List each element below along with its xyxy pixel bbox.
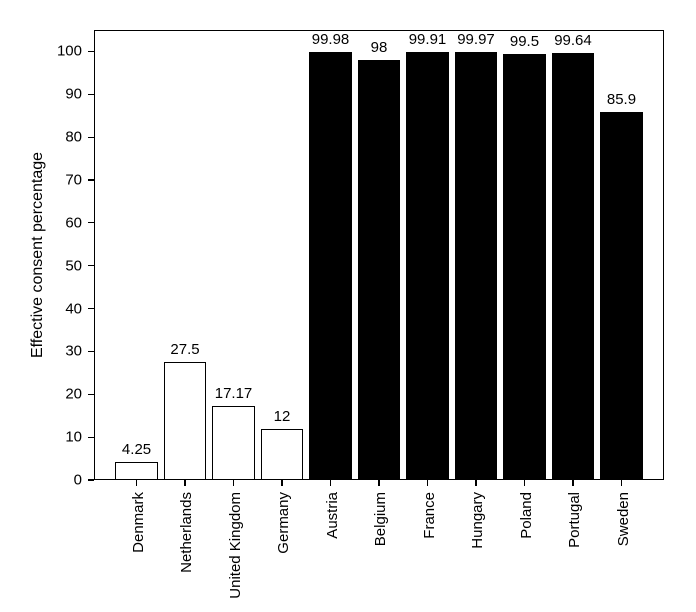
- x-category-label: Poland: [518, 492, 535, 539]
- bar-value-label: 99.98: [312, 31, 350, 48]
- x-tick: [572, 480, 573, 486]
- bar-value-label: 99.64: [554, 32, 592, 49]
- bar-value-label: 17.17: [215, 385, 253, 402]
- y-tick-label: 30: [0, 343, 82, 360]
- bar: [261, 429, 304, 480]
- x-category-label: Netherlands: [178, 492, 195, 573]
- bar: [552, 53, 595, 480]
- y-tick-label: 50: [0, 257, 82, 274]
- bar-value-label: 99.91: [409, 31, 447, 48]
- bar-value-label: 98: [371, 39, 388, 56]
- y-tick: [88, 437, 94, 438]
- bar: [455, 52, 498, 480]
- y-tick-label: 90: [0, 86, 82, 103]
- x-tick: [281, 480, 282, 486]
- y-tick: [88, 94, 94, 95]
- x-tick: [475, 480, 476, 486]
- x-tick: [136, 480, 137, 486]
- figure: Effective consent percentage 01020304050…: [0, 0, 696, 612]
- y-tick-label: 20: [0, 386, 82, 403]
- y-tick-label: 100: [0, 43, 82, 60]
- y-tick: [88, 351, 94, 352]
- y-tick: [88, 265, 94, 266]
- y-tick-label: 60: [0, 214, 82, 231]
- bar-value-label: 4.25: [122, 441, 151, 458]
- x-category-label: Portugal: [566, 492, 583, 548]
- bar-value-label: 99.97: [457, 31, 495, 48]
- bar: [115, 462, 158, 480]
- x-tick: [330, 480, 331, 486]
- x-tick: [233, 480, 234, 486]
- bar: [600, 112, 643, 480]
- y-tick: [88, 222, 94, 223]
- bar: [358, 60, 401, 480]
- bar-value-label: 85.9: [607, 91, 636, 108]
- y-tick: [88, 479, 94, 480]
- x-category-label: Denmark: [130, 492, 147, 553]
- x-category-label: Austria: [324, 492, 341, 539]
- y-tick-label: 70: [0, 172, 82, 189]
- y-tick-label: 0: [0, 472, 82, 489]
- bar: [406, 52, 449, 480]
- x-category-label: Sweden: [615, 492, 632, 546]
- x-tick: [427, 480, 428, 486]
- y-tick: [88, 179, 94, 180]
- x-category-label: France: [421, 492, 438, 539]
- y-tick: [88, 51, 94, 52]
- bar: [503, 54, 546, 480]
- x-category-label: Hungary: [469, 492, 486, 549]
- x-tick: [621, 480, 622, 486]
- bar: [164, 362, 207, 480]
- bar-value-label: 99.5: [510, 33, 539, 50]
- y-tick-label: 80: [0, 129, 82, 146]
- y-tick: [88, 137, 94, 138]
- y-tick: [88, 394, 94, 395]
- bar-value-label: 12: [274, 408, 291, 425]
- x-category-label: Germany: [275, 492, 292, 554]
- bar: [309, 52, 352, 480]
- y-tick-label: 40: [0, 300, 82, 317]
- y-tick-label: 10: [0, 429, 82, 446]
- y-tick: [88, 308, 94, 309]
- x-tick: [378, 480, 379, 486]
- bar: [212, 406, 255, 480]
- x-tick: [184, 480, 185, 486]
- plot-area: [94, 30, 664, 480]
- x-tick: [524, 480, 525, 486]
- axis-line: [94, 30, 95, 480]
- x-category-label: Belgium: [372, 492, 389, 546]
- x-category-label: United Kingdom: [227, 492, 244, 599]
- axis-line: [663, 30, 664, 480]
- bar-value-label: 27.5: [170, 341, 199, 358]
